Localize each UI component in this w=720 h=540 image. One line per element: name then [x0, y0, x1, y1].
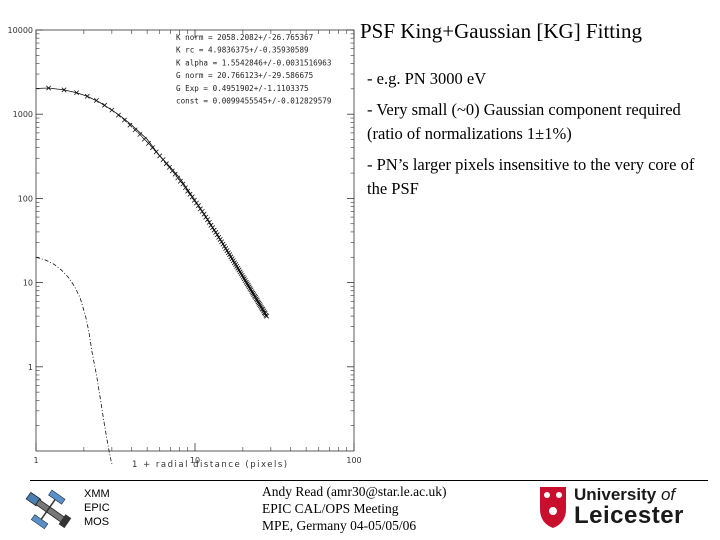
university-logo: University of Leicester: [538, 485, 710, 531]
data-point: [137, 131, 143, 137]
data-point: [182, 185, 188, 191]
data-point: [175, 175, 181, 181]
fit-parameter-line: G Exp = 0.4951902+/-1.1103375: [176, 84, 309, 93]
xmm-satellite-icon: [25, 489, 72, 530]
logo-leicester: Leicester: [574, 502, 684, 529]
crest-icon: [540, 487, 566, 528]
mission-label: XMM EPIC MOS: [84, 487, 110, 529]
data-point: [185, 188, 191, 194]
x-axis-label: 1 + radial distance (pixels): [132, 460, 289, 470]
king-gaussian-fit-line: [35, 87, 268, 318]
y-axis-ticks: 10000 1000 100 10 1: [8, 26, 354, 426]
bullet-2: - Very small (~0) Gaussian component req…: [367, 100, 681, 143]
psf-profile-chart: 10000 1000 100 10 1 1 10 100 1 + radial distan…: [8, 26, 362, 470]
mission-line: XMM: [84, 488, 110, 500]
fit-parameter-line: K rc = 4.9836375+/-0.35930589: [176, 46, 309, 55]
x-tick-label: 10: [190, 456, 200, 465]
mission-line: MOS: [84, 516, 110, 528]
data-point: [166, 164, 172, 170]
x-tick-label: 100: [346, 456, 361, 465]
mission-line: EPIC: [84, 502, 110, 514]
meeting-line: EPIC CAL/OPS Meeting: [262, 501, 399, 516]
footer-rule: [30, 480, 708, 481]
gaussian-component-line: [35, 256, 113, 465]
x-axis-ticks: 1 10 100: [33, 30, 362, 465]
author-info: Andy Read (amr30@star.le.ac.uk) EPIC CAL…: [262, 483, 447, 534]
fit-parameter-line: K alpha = 1.5542846+/-0.0031516963: [176, 58, 331, 67]
data-point: [146, 140, 151, 146]
data-point: [149, 145, 155, 151]
bullet-3: - PN’s larger pixels insensitive to the …: [367, 155, 695, 198]
fit-parameters: K norm = 2058.2082+/-26.765367 K rc = 4.9…: [176, 33, 332, 106]
y-tick-label: 10: [23, 279, 33, 288]
data-point: [132, 127, 138, 133]
data-point: [172, 171, 178, 177]
y-tick-label: 10000: [8, 26, 33, 35]
chart-series: [35, 85, 270, 465]
data-point: [127, 122, 133, 128]
author-line: Andy Read (amr30@star.le.ac.uk): [262, 484, 447, 499]
y-tick-label: 100: [18, 194, 33, 203]
logo-university: University: [574, 485, 657, 504]
logo-of: of: [660, 485, 676, 504]
slide-title: PSF King+Gaussian [KG] Fitting: [360, 19, 642, 43]
fit-parameter-line: K norm = 2058.2082+/-26.765367: [176, 33, 313, 42]
fit-parameter-line: const = 0.0099455545+/-0.012829579: [176, 97, 332, 106]
plot-frame: [35, 29, 355, 452]
data-point: [121, 117, 127, 123]
y-tick-label: 1: [28, 363, 33, 372]
x-tick-label: 1: [33, 456, 38, 465]
fit-parameter-line: G norm = 20.766123+/-29.586675: [176, 71, 313, 80]
bullet-1: - e.g. PN 3000 eV: [367, 69, 487, 88]
location-line: MPE, Germany 04-05/05/06: [262, 518, 417, 533]
y-tick-label: 1000: [13, 110, 33, 119]
